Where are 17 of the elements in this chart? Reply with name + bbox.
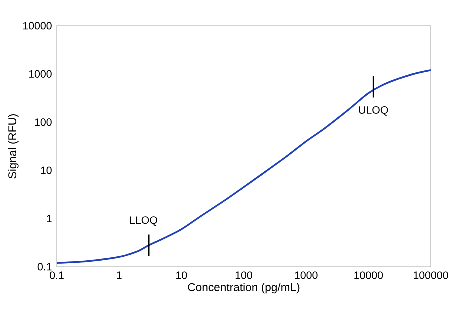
y-tick-label: 1 (47, 215, 52, 222)
x-axis-title: Concentration (pg/mL) (188, 283, 300, 294)
x-tick-label: 100000 (414, 272, 448, 280)
x-tick-label: 0.1 (50, 272, 64, 280)
y-tick-label: 1000 (29, 70, 52, 78)
y-tick-label: 0.1 (38, 263, 52, 271)
annotation: LLOQ (130, 216, 158, 226)
y-tick-label: 10000 (23, 22, 52, 30)
annotation: ULOQ (359, 106, 388, 116)
y-axis-title: Signal (RFU) (8, 114, 19, 179)
x-tick-label: 10000 (354, 272, 384, 280)
x-tick-label: 1 (117, 272, 122, 280)
x-tick-label: 100 (236, 272, 252, 280)
x-tick-label: 10 (176, 272, 188, 280)
y-tick-label: 100 (35, 118, 52, 126)
y-tick-label: 10 (41, 166, 52, 174)
x-tick-label: 1000 (295, 272, 318, 280)
